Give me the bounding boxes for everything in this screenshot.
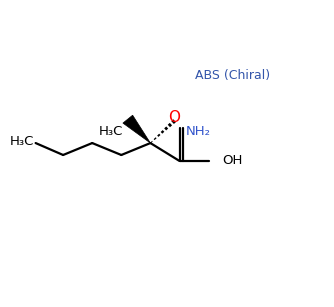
Text: NH₂: NH₂ [186,125,211,138]
Text: O: O [168,110,180,125]
Text: ABS (Chiral): ABS (Chiral) [195,69,271,82]
Polygon shape [123,115,150,143]
Text: OH: OH [222,154,242,167]
Text: H₃C: H₃C [10,135,34,148]
Text: H₃C: H₃C [99,125,123,138]
